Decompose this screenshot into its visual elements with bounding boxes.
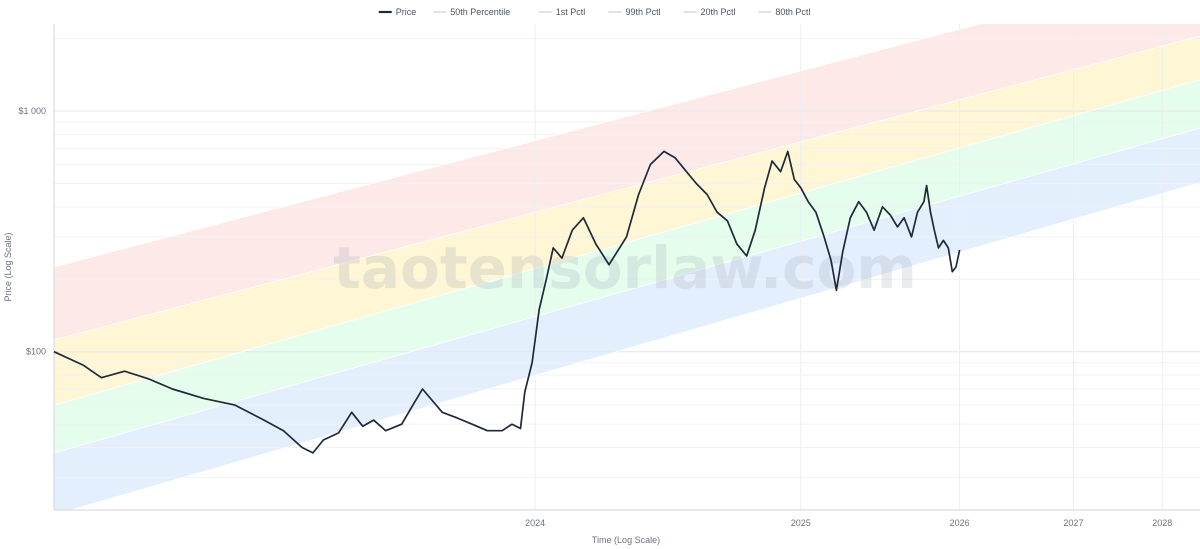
legend-item-99th-pctl: 99th Pctl — [608, 7, 661, 17]
x-axis-title: Time (Log Scale) — [592, 535, 660, 545]
pctl-line-50th-percentile — [54, 79, 1200, 406]
legend-item-80th-pctl: 80th Pctl — [758, 7, 810, 17]
legend: Price 50th Percentile 1st Pctl 99th Pctl 20t… — [378, 7, 810, 17]
pctl-line-20th-pctl — [54, 127, 1200, 454]
band-20th-pctl-to-50th-percentile — [54, 79, 1200, 453]
legend-item-price: Price — [378, 7, 417, 17]
legend-label: 80th Pctl — [775, 7, 810, 17]
legend-label: 20th Pctl — [700, 7, 735, 17]
band-80th-pctl-to-99th-pctl — [54, 24, 1200, 340]
legend-label: 99th Pctl — [626, 7, 661, 17]
legend-label: Price — [396, 7, 417, 17]
legend-item-50th-percentile: 50th Percentile — [433, 7, 510, 17]
watermark: taotensorlaw.com — [333, 234, 917, 302]
band-1st-pctl-to-20th-pctl — [54, 128, 1200, 510]
x-tick-label: 2028 — [1152, 518, 1172, 528]
percentile-lines — [54, 24, 1200, 510]
x-tick-label: 2027 — [1063, 518, 1083, 528]
x-tick-label: 2026 — [950, 518, 970, 528]
y-axis-title: Price (Log Scale) — [3, 232, 13, 301]
pctl-line-99th-pctl — [54, 24, 982, 268]
x-tick-label: 2025 — [791, 518, 811, 528]
x-tick-label: 2024 — [525, 518, 545, 528]
y-tick-label: $1 000 — [18, 106, 46, 116]
pctl-line-1st-pctl — [69, 182, 1200, 510]
axes — [53, 24, 1200, 511]
y-tick-label: $100 — [26, 347, 46, 357]
legend-item-1st-pctl: 1st Pctl — [538, 7, 586, 17]
legend-item-20th-pctl: 20th Pctl — [683, 7, 735, 17]
band-50th-percentile-to-80th-pctl — [54, 36, 1200, 406]
legend-label: 1st Pctl — [556, 7, 586, 17]
percentile-bands — [54, 24, 1200, 510]
price-line — [53, 150, 961, 454]
price-series — [53, 150, 961, 454]
tick-labels: $100 $1 000 2024 2025 2026 2027 2028 — [18, 106, 1172, 528]
legend-label: 50th Percentile — [450, 7, 510, 17]
pctl-line-80th-pctl — [54, 35, 1200, 341]
